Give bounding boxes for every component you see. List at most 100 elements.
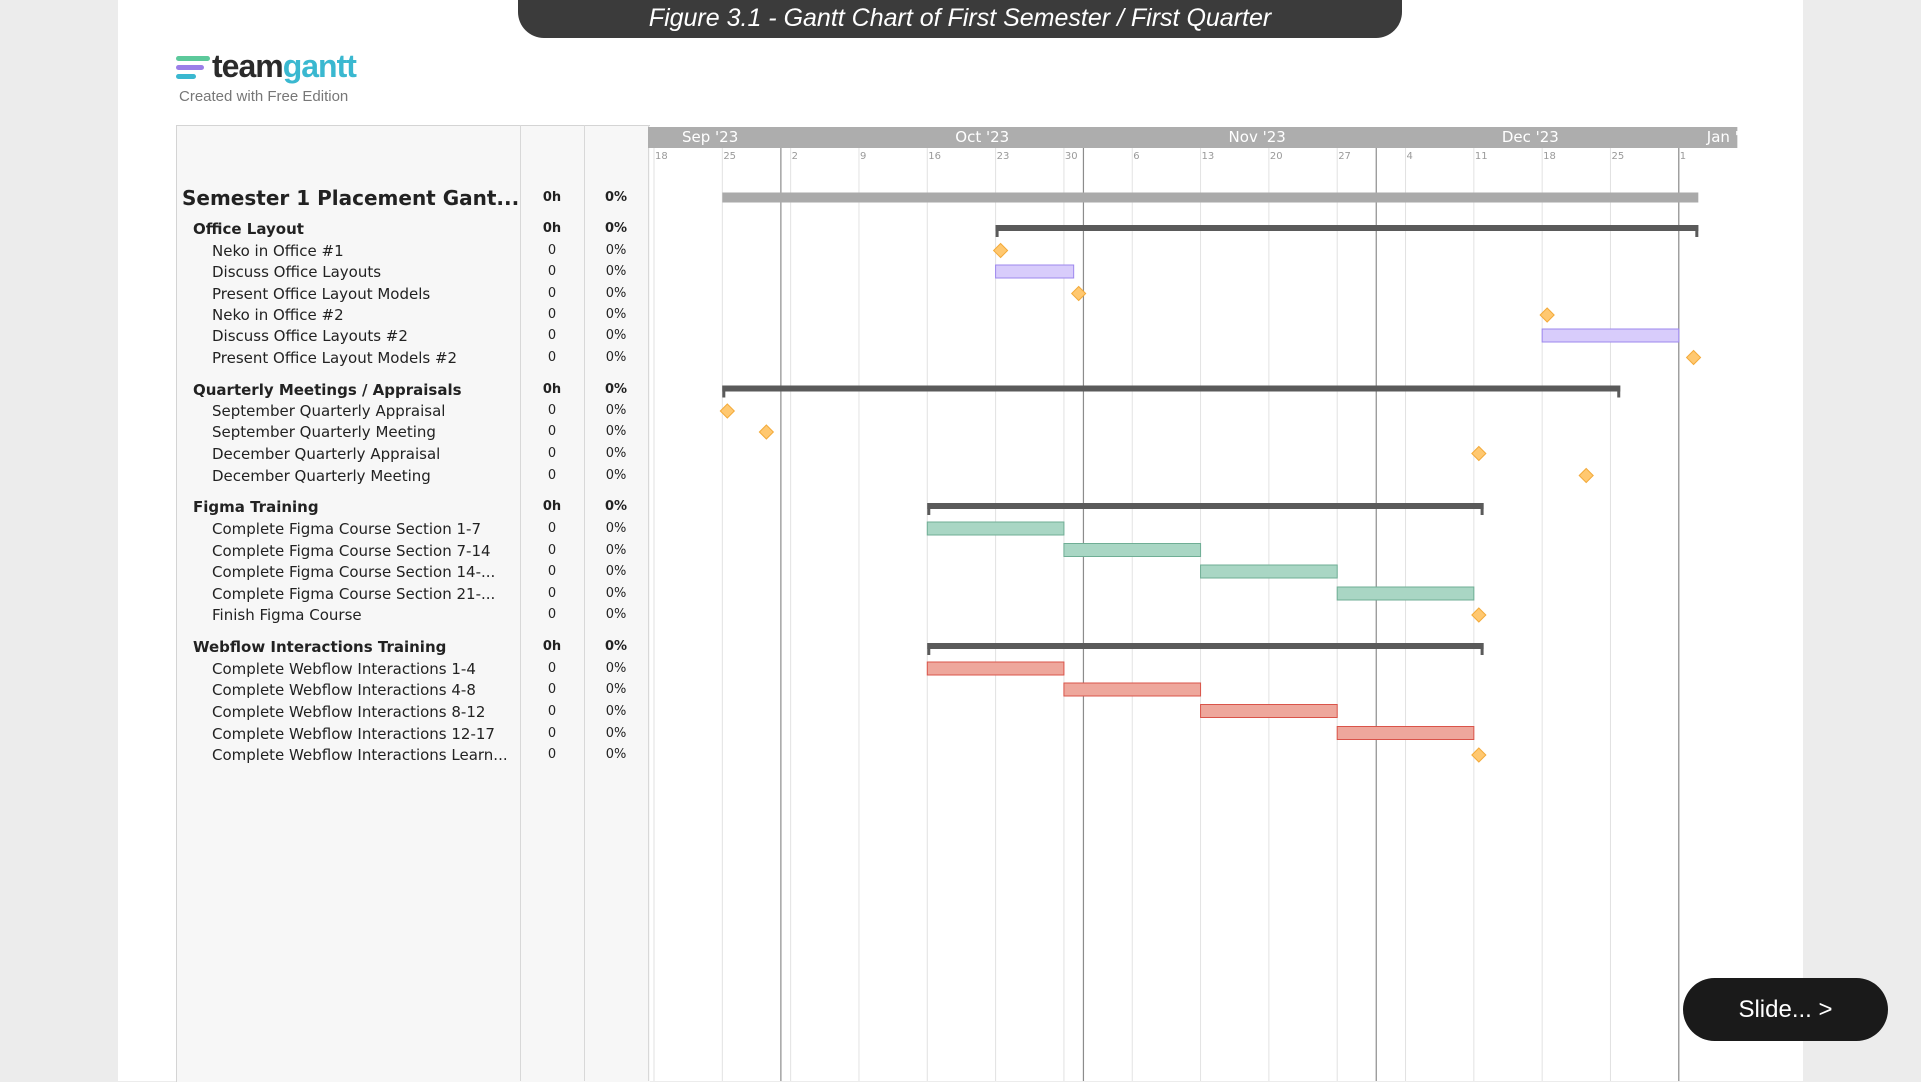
logo-wordmark-gantt: gantt xyxy=(282,48,357,84)
milestone-marker xyxy=(992,242,1009,259)
month-label: Nov '23 xyxy=(1229,128,1286,146)
group-bar-cap xyxy=(1617,385,1621,398)
task-bar xyxy=(1541,328,1680,343)
milestone-marker xyxy=(1539,307,1555,323)
task-name[interactable]: Complete Webflow Interactions Learn... xyxy=(212,746,508,764)
month-label: Sep '23 xyxy=(682,128,738,146)
task-name[interactable]: Complete Figma Course Section 21-... xyxy=(212,585,496,603)
group-bar xyxy=(927,643,1484,649)
hours-cell: 0 xyxy=(547,403,557,418)
month-header-bar xyxy=(648,127,1738,148)
figure-caption: Figure 3.1 - Gantt Chart of First Semest… xyxy=(518,0,1402,38)
task-name[interactable]: Complete Figma Course Section 1-7 xyxy=(212,520,481,538)
milestone-marker xyxy=(1471,445,1487,462)
hours-cell: 0 xyxy=(547,349,557,365)
milestone-marker xyxy=(1070,285,1087,302)
week-tick-label: 13 xyxy=(1202,151,1215,162)
task-name[interactable]: Present Office Layout Models #2 xyxy=(212,348,458,367)
task-name[interactable]: Complete Figma Course Section 14-... xyxy=(212,563,496,581)
hours-cell: 0 xyxy=(547,467,557,483)
hours-cell: 0 xyxy=(547,445,557,461)
column-divider xyxy=(584,125,585,1081)
group-bar-cap xyxy=(722,385,726,398)
hours-cell: 0 xyxy=(547,661,557,676)
percent-cell: 0% xyxy=(605,285,627,301)
task-name[interactable]: Complete Webflow Interactions 4-8 xyxy=(212,681,476,699)
task-name[interactable]: Neko in Office #1 xyxy=(212,241,344,260)
percent-cell: 0% xyxy=(605,586,627,601)
percent-cell: 0% xyxy=(605,661,627,676)
task-name[interactable]: September Quarterly Meeting xyxy=(212,423,436,441)
task-name[interactable]: Discuss Office Layouts xyxy=(212,263,382,281)
hours-cell: 0h xyxy=(542,221,562,236)
group-name[interactable]: Figma Training xyxy=(193,498,319,516)
group-name[interactable]: Webflow Interactions Training xyxy=(193,638,447,656)
project-name[interactable]: Semester 1 Placement Gant... xyxy=(182,185,520,210)
percent-cell: 0% xyxy=(605,328,627,343)
task-bar xyxy=(1063,682,1202,697)
hours-cell: 0h xyxy=(542,499,562,514)
milestone-marker xyxy=(719,403,736,419)
task-name[interactable]: Complete Webflow Interactions 1-4 xyxy=(212,660,476,678)
percent-cell: 0% xyxy=(605,564,627,579)
hours-cell: 0 xyxy=(547,521,557,536)
milestone-marker xyxy=(758,424,775,440)
percent-cell: 0% xyxy=(605,682,627,697)
task-bar xyxy=(1336,586,1475,601)
task-name[interactable]: Complete Figma Course Section 7-14 xyxy=(212,541,491,560)
logo-wordmark: teamgantt xyxy=(212,48,357,85)
hours-cell: 0 xyxy=(547,747,557,762)
group-bar xyxy=(722,385,1621,392)
percent-cell: 0% xyxy=(605,521,627,536)
percent-cell: 0% xyxy=(605,403,627,418)
group-bar-cap xyxy=(1695,225,1699,237)
task-name[interactable]: Discuss Office Layouts #2 xyxy=(212,327,408,345)
group-bar xyxy=(927,503,1484,509)
column-divider xyxy=(520,125,521,1081)
task-bar xyxy=(995,264,1075,279)
group-bar-cap xyxy=(927,503,931,515)
percent-cell: 0% xyxy=(605,307,627,322)
week-tick-label: 16 xyxy=(928,151,941,162)
group-bar xyxy=(995,225,1699,231)
next-slide-button[interactable]: Slide... > xyxy=(1683,978,1888,1041)
hours-cell: 0 xyxy=(547,285,557,301)
milestone-marker xyxy=(1578,467,1594,484)
percent-cell: 0% xyxy=(604,221,628,236)
logo-wordmark-team: team xyxy=(212,48,284,84)
task-bar xyxy=(1200,564,1338,579)
percent-cell: 0% xyxy=(605,445,627,461)
hours-cell: 0h xyxy=(542,381,562,397)
group-name[interactable]: Quarterly Meetings / Appraisals xyxy=(193,380,462,399)
milestone-marker xyxy=(1471,747,1487,763)
percent-cell: 0% xyxy=(605,703,627,719)
task-name[interactable]: Complete Webflow Interactions 12-17 xyxy=(212,724,495,743)
hours-cell: 0 xyxy=(547,542,557,558)
task-name[interactable]: December Quarterly Meeting xyxy=(212,466,431,485)
week-tick-label: 11 xyxy=(1475,151,1488,162)
percent-cell: 0% xyxy=(605,542,627,558)
task-list-panel xyxy=(176,125,650,1082)
month-label: Jan '24 xyxy=(1706,128,1758,146)
group-bar-cap xyxy=(927,643,931,655)
week-tick-label: 25 xyxy=(1611,151,1624,162)
task-name[interactable]: Neko in Office #2 xyxy=(212,306,344,324)
task-name[interactable]: Complete Webflow Interactions 8-12 xyxy=(212,702,486,721)
percent-cell: 0% xyxy=(605,264,627,279)
week-tick-label: 23 xyxy=(997,151,1010,162)
milestone-marker xyxy=(1471,607,1487,623)
percent-cell: 0% xyxy=(605,607,627,622)
group-name[interactable]: Office Layout xyxy=(193,220,304,238)
group-bar-cap xyxy=(1480,503,1484,515)
week-tick-label: 20 xyxy=(1270,151,1283,162)
task-bar xyxy=(926,521,1065,536)
task-name[interactable]: Present Office Layout Models xyxy=(212,284,431,303)
task-name[interactable]: September Quarterly Appraisal xyxy=(212,402,446,420)
task-name[interactable]: Finish Figma Course xyxy=(212,606,362,624)
week-tick-label: 2 xyxy=(792,151,798,162)
week-tick-label: 6 xyxy=(1133,151,1139,162)
percent-cell: 0% xyxy=(604,499,628,514)
task-bar xyxy=(1336,726,1475,740)
task-name[interactable]: December Quarterly Appraisal xyxy=(212,444,441,463)
